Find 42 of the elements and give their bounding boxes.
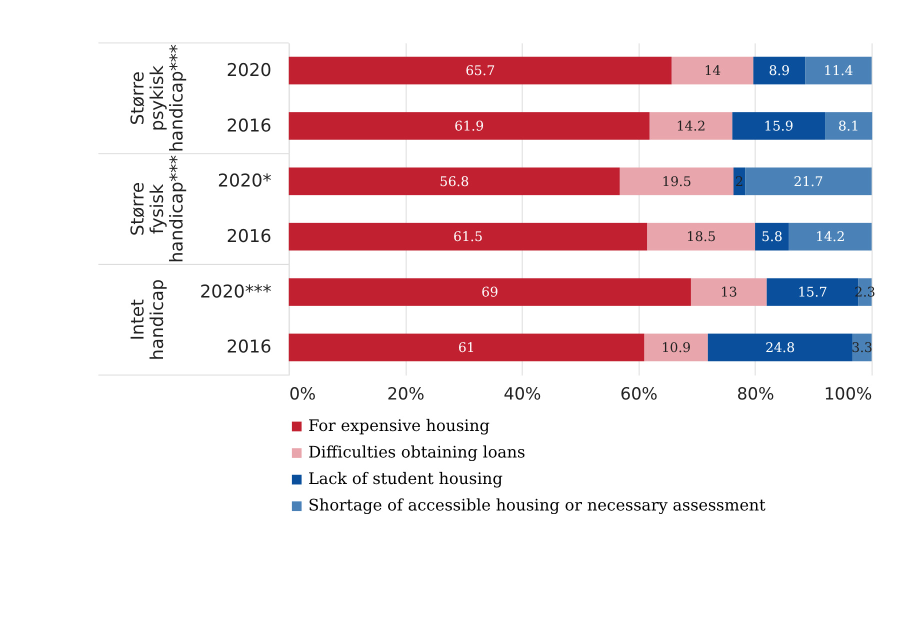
x-tick-label: 80% (736, 383, 774, 404)
text: Større fysisk handicap*** (128, 154, 188, 263)
data-label: 10.9 (661, 340, 691, 356)
legend-label: Difficulties obtaining loans (308, 442, 526, 462)
data-label: 2 (735, 174, 744, 190)
y-tick-label: 2016 (226, 116, 272, 136)
data-label: 18.5 (686, 230, 716, 246)
data-label: 8.1 (838, 119, 860, 134)
y-tick-label: 2020*** (200, 282, 272, 302)
data-label: 15.7 (798, 285, 828, 300)
data-label: 11.4 (824, 64, 854, 80)
data-label: 14.2 (815, 230, 846, 246)
data-label: 5.8 (761, 230, 783, 246)
x-tick-label: 60% (620, 383, 658, 404)
data-label: 8.9 (768, 64, 790, 80)
x-tick-label: 40% (504, 383, 542, 404)
data-label: 65.7 (465, 64, 496, 80)
x-tick-label: 0% (289, 383, 316, 404)
data-label: 14 (704, 64, 721, 80)
data-label: 61.5 (453, 230, 483, 246)
y-tick-label: 2020* (218, 172, 272, 192)
data-label: 56.8 (440, 174, 470, 190)
data-label: 3.3 (851, 340, 873, 356)
data-label: 15.9 (764, 119, 794, 134)
y-tick-label: 2020 (226, 60, 272, 81)
y-tick-label: 2016 (226, 338, 272, 358)
data-label: 69 (481, 285, 498, 300)
data-label: 19.5 (662, 174, 692, 190)
legend-label: Lack of student housing (308, 469, 503, 488)
data-label: 21.7 (794, 174, 824, 190)
y-tick-label: 2016 (226, 227, 272, 248)
data-label: 61 (458, 340, 475, 356)
data-label: 14.2 (676, 119, 706, 134)
text: Større psykisk handicap*** (128, 44, 188, 152)
text: Intet handicap (128, 279, 168, 360)
data-label: 24.8 (765, 340, 795, 356)
x-tick-label: 100% (824, 383, 872, 404)
data-label: 13 (720, 285, 738, 300)
x-tick-label: 20% (387, 383, 425, 404)
data-label: 61.9 (454, 119, 484, 134)
legend-label: Shortage of accessible housing or necessary assessment (308, 496, 766, 515)
legend-label: For expensive housing (308, 416, 490, 435)
